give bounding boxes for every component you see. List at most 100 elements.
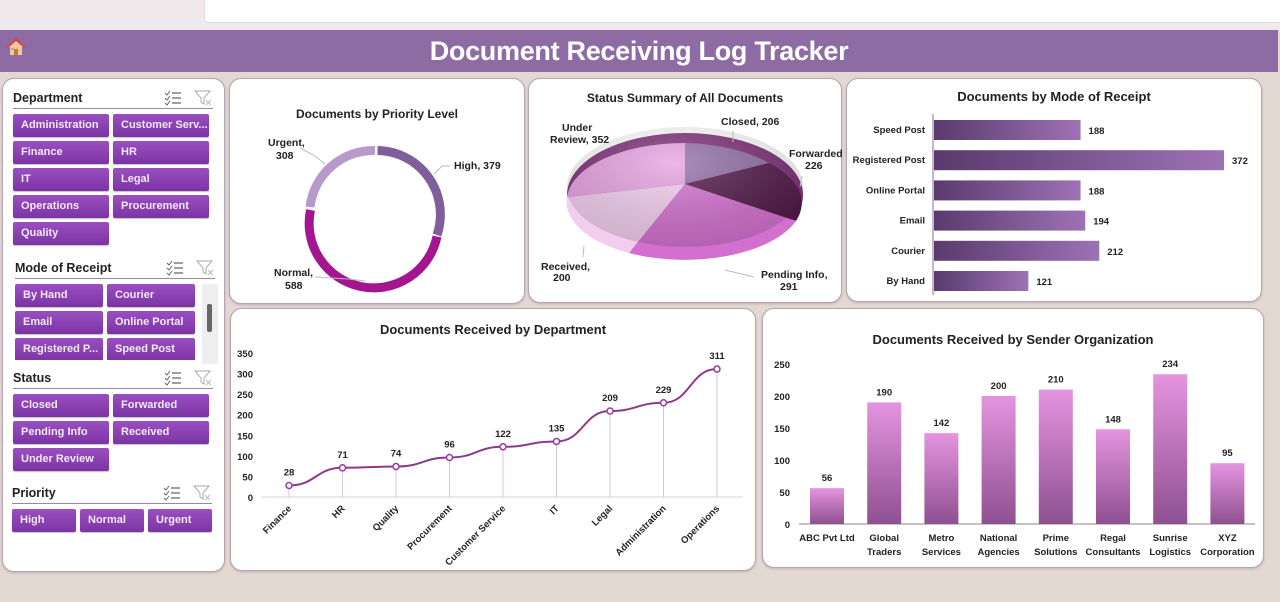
slicer-item[interactable]: Registered P... bbox=[15, 338, 103, 360]
clear-filter-icon[interactable] bbox=[193, 370, 213, 386]
slicer-item[interactable]: Operations bbox=[13, 195, 109, 218]
data-point[interactable] bbox=[285, 481, 293, 490]
slicer-item[interactable]: Speed Post bbox=[107, 338, 195, 360]
slicer-item[interactable]: HR bbox=[113, 141, 209, 164]
multi-select-icon[interactable] bbox=[163, 370, 183, 386]
slicer-item[interactable]: Urgent bbox=[148, 509, 212, 532]
bar[interactable] bbox=[934, 150, 1224, 171]
y-tick: 100 bbox=[237, 452, 253, 463]
slicer-item[interactable]: By Hand bbox=[15, 284, 103, 307]
y-tick: 0 bbox=[785, 520, 790, 531]
value-label: 96 bbox=[444, 440, 455, 451]
slicer-item[interactable]: Normal bbox=[80, 509, 144, 532]
department-slicer: Department Administration Customer Serv.… bbox=[13, 87, 213, 245]
bar[interactable] bbox=[934, 120, 1081, 140]
slicer-item[interactable]: Legal bbox=[113, 168, 209, 191]
x-category-label: Operations bbox=[679, 503, 722, 546]
slicer-item[interactable]: Under Review bbox=[13, 448, 109, 471]
category-label: Email bbox=[900, 216, 925, 227]
bar[interactable] bbox=[934, 210, 1086, 231]
slicer-item[interactable]: Finance bbox=[13, 141, 109, 164]
x-category-label: Logistics bbox=[1149, 547, 1191, 558]
x-category-label: XYZ bbox=[1218, 533, 1237, 544]
data-point[interactable] bbox=[499, 443, 507, 451]
scrollbar-thumb[interactable] bbox=[207, 304, 212, 332]
bar[interactable] bbox=[810, 488, 844, 524]
slice-high[interactable] bbox=[377, 146, 445, 237]
slicer-item[interactable]: Forwarded bbox=[113, 394, 209, 417]
slicer-item[interactable]: Received bbox=[113, 421, 209, 444]
category-label: Online Portal bbox=[866, 185, 925, 196]
value-label: 28 bbox=[284, 467, 295, 478]
data-point[interactable] bbox=[552, 437, 561, 446]
x-category-label: Traders bbox=[867, 547, 901, 558]
label-normal-value: 588 bbox=[285, 280, 303, 292]
slicer-title: Department bbox=[13, 90, 83, 105]
dashboard-header: Document Receiving Log Tracker bbox=[0, 30, 1278, 72]
bar[interactable] bbox=[1096, 429, 1130, 524]
bar[interactable] bbox=[924, 433, 959, 524]
bar[interactable] bbox=[981, 396, 1016, 524]
slicer-item[interactable]: Courier bbox=[107, 284, 195, 307]
label-closed: Closed, 206 bbox=[721, 116, 780, 128]
slicer-item[interactable]: Customer Serv... bbox=[113, 114, 209, 137]
status-3d-pie: Closed, 206 Forwarded, 226 Pending Info,… bbox=[541, 116, 843, 293]
bar[interactable] bbox=[1038, 389, 1073, 524]
bar[interactable] bbox=[1153, 374, 1188, 524]
multi-select-icon[interactable] bbox=[163, 90, 183, 106]
value-label: 71 bbox=[337, 450, 348, 461]
bar[interactable] bbox=[934, 240, 1100, 261]
data-point[interactable] bbox=[713, 365, 721, 373]
slicer-item[interactable]: Online Portal bbox=[107, 311, 195, 334]
label-normal: Normal, bbox=[274, 267, 313, 279]
data-point[interactable] bbox=[659, 399, 668, 407]
data-point[interactable] bbox=[392, 462, 400, 471]
slicer-item[interactable]: Procurement bbox=[113, 195, 209, 218]
y-tick: 50 bbox=[242, 472, 253, 483]
priority-slicer: Priority High Normal Urgent bbox=[12, 482, 212, 532]
slice-urgent[interactable] bbox=[305, 145, 376, 208]
bar[interactable] bbox=[867, 402, 902, 524]
clear-filter-icon[interactable] bbox=[193, 90, 213, 106]
data-point[interactable] bbox=[338, 464, 347, 472]
label-forwarded-value: 226 bbox=[805, 160, 823, 172]
value-label: 95 bbox=[1222, 448, 1233, 459]
category-label: Registered Post bbox=[853, 155, 926, 166]
x-category-label: Global bbox=[869, 533, 899, 544]
slicer-item[interactable]: Administration bbox=[13, 114, 109, 137]
x-category-label: Consultants bbox=[1086, 547, 1141, 558]
clear-filter-icon[interactable] bbox=[192, 485, 212, 501]
bar[interactable] bbox=[934, 180, 1081, 201]
bar[interactable] bbox=[1210, 463, 1245, 524]
home-icon[interactable] bbox=[6, 37, 26, 57]
data-point[interactable] bbox=[606, 407, 614, 415]
x-category-label: Services bbox=[922, 547, 961, 558]
mode-chart-card: Documents by Mode of Receipt Speed Post 1… bbox=[846, 78, 1262, 302]
label-pending: Pending Info, bbox=[761, 269, 828, 281]
slicer-item[interactable]: Pending Info bbox=[13, 421, 109, 444]
x-category-label: ABC Pvt Ltd bbox=[799, 533, 855, 544]
y-tick: 150 bbox=[774, 424, 790, 435]
value-label: 209 bbox=[602, 393, 618, 404]
data-point[interactable] bbox=[445, 453, 454, 462]
multi-select-icon[interactable] bbox=[165, 260, 185, 276]
bar[interactable] bbox=[934, 271, 1029, 291]
y-tick: 350 bbox=[237, 349, 253, 360]
slicer-item[interactable]: Closed bbox=[13, 394, 109, 417]
slicer-item[interactable]: Quality bbox=[13, 222, 109, 245]
value-label: 188 bbox=[1089, 186, 1105, 197]
mode-bar-chart: Speed Post 188 Registered Post 372 Online Po… bbox=[853, 114, 1248, 295]
x-category-label: Finance bbox=[261, 503, 294, 536]
x-category-label: Administration bbox=[613, 503, 668, 558]
slicer-item[interactable]: High bbox=[12, 509, 76, 532]
slice-normal[interactable] bbox=[304, 209, 442, 293]
slicer-item[interactable]: Email bbox=[15, 311, 103, 334]
mode-slicer-scrollbar[interactable] bbox=[202, 284, 218, 364]
label-pending-value: 291 bbox=[780, 281, 798, 293]
multi-select-icon[interactable] bbox=[162, 485, 182, 501]
y-tick: 200 bbox=[237, 411, 253, 422]
x-category-label: National bbox=[980, 533, 1017, 544]
clear-filter-icon[interactable] bbox=[195, 260, 215, 276]
slicer-item[interactable]: IT bbox=[13, 168, 109, 191]
x-category-label: HR bbox=[330, 503, 348, 521]
